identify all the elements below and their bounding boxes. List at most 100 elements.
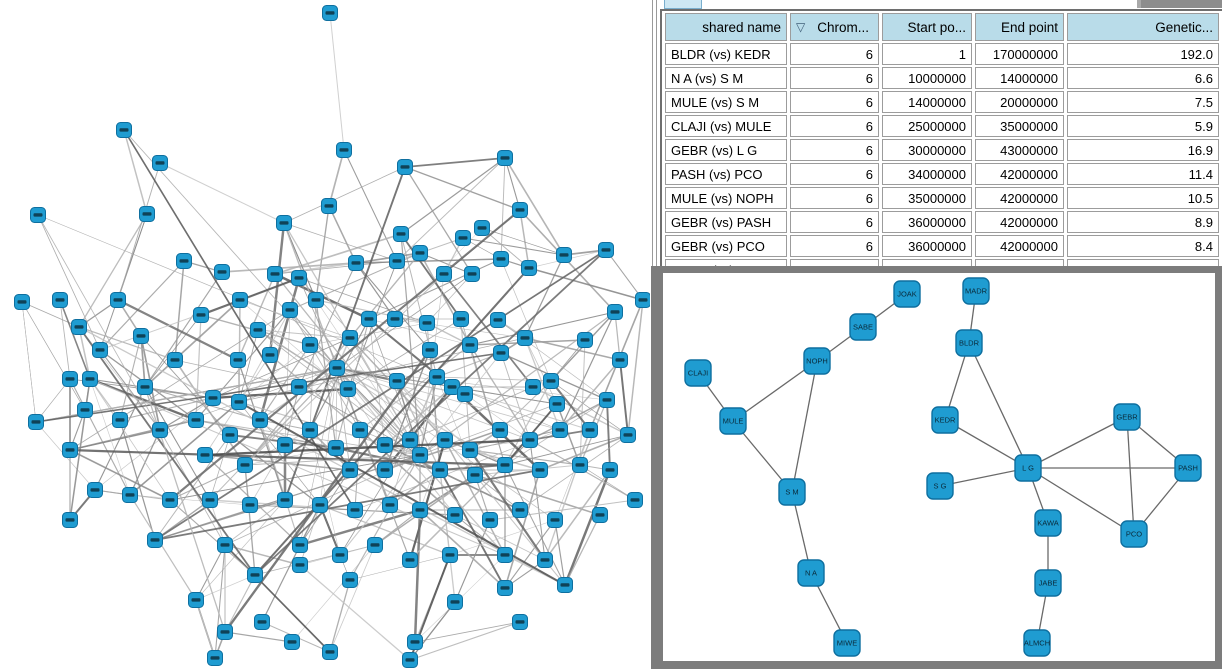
main-network-edge[interactable] bbox=[400, 233, 462, 320]
main-network-edge[interactable] bbox=[169, 464, 246, 501]
main-network-edge[interactable] bbox=[315, 299, 421, 456]
main-network-node[interactable] bbox=[52, 292, 68, 308]
main-network-edge[interactable] bbox=[544, 469, 611, 561]
main-network-edge[interactable] bbox=[563, 469, 612, 586]
main-network-edge[interactable] bbox=[339, 454, 421, 556]
main-network-svg[interactable] bbox=[0, 0, 650, 669]
subnetwork-edge[interactable] bbox=[1027, 416, 1128, 469]
main-network-node[interactable] bbox=[62, 512, 78, 528]
table-cell[interactable]: 14000000 bbox=[975, 67, 1064, 89]
main-network-node[interactable] bbox=[322, 644, 338, 660]
main-network-node[interactable] bbox=[389, 373, 405, 389]
main-network-edge[interactable] bbox=[500, 352, 531, 441]
table-cell[interactable]: CLAJI (vs) MULE bbox=[665, 115, 787, 137]
main-network-edge[interactable] bbox=[254, 267, 530, 576]
main-network-edge[interactable] bbox=[78, 326, 176, 361]
table-cell[interactable]: 34000000 bbox=[882, 163, 972, 185]
main-network-node[interactable] bbox=[419, 315, 435, 331]
table-cell[interactable]: GEBR (vs) PCO bbox=[665, 235, 787, 257]
table-cell[interactable]: 6 bbox=[790, 235, 879, 257]
main-network-edge[interactable] bbox=[144, 314, 202, 388]
subnetwork-node-madr[interactable]: MADR bbox=[962, 277, 990, 305]
main-network-edge[interactable] bbox=[224, 349, 431, 633]
main-network-node[interactable] bbox=[205, 390, 221, 406]
main-network-edge[interactable] bbox=[244, 447, 337, 466]
main-network-edge[interactable] bbox=[309, 299, 317, 431]
table-cell[interactable]: 42000000 bbox=[975, 187, 1064, 209]
main-network-edge[interactable] bbox=[238, 344, 311, 403]
table-row[interactable]: N A (vs) S M 6 10000000 14000000 6.6 bbox=[665, 67, 1219, 89]
main-network-node[interactable] bbox=[292, 557, 308, 573]
main-network-node[interactable] bbox=[302, 422, 318, 438]
main-network-node[interactable] bbox=[599, 392, 615, 408]
main-network-edge[interactable] bbox=[319, 504, 451, 556]
table-cell[interactable]: 11.4 bbox=[1067, 163, 1219, 185]
main-network-node[interactable] bbox=[112, 412, 128, 428]
table-row[interactable]: CLAJI (vs) MULE 6 25000000 35000000 5.9 bbox=[665, 115, 1219, 137]
main-network-node[interactable] bbox=[147, 532, 163, 548]
main-network-edge[interactable] bbox=[404, 157, 506, 168]
main-network-edge[interactable] bbox=[396, 380, 476, 476]
main-network-node[interactable] bbox=[412, 447, 428, 463]
subnetwork-node-joak[interactable]: JOAK bbox=[893, 280, 921, 308]
main-network-edge[interactable] bbox=[359, 344, 471, 431]
main-network-edge[interactable] bbox=[619, 359, 629, 436]
table-cell[interactable]: 6 bbox=[790, 259, 879, 266]
table-row[interactable]: GEBR (vs) PASH 6 36000000 42000000 8.9 bbox=[665, 211, 1219, 233]
main-network-node[interactable] bbox=[557, 577, 573, 593]
main-network-node[interactable] bbox=[543, 373, 559, 389]
main-network-node[interactable] bbox=[402, 652, 418, 668]
main-network-node[interactable] bbox=[464, 266, 480, 282]
main-network-edge[interactable] bbox=[257, 329, 421, 456]
main-network-node[interactable] bbox=[291, 270, 307, 286]
subnetwork-node-pash[interactable]: PASH bbox=[1174, 454, 1202, 482]
main-network-node[interactable] bbox=[321, 198, 337, 214]
main-network-edge[interactable] bbox=[469, 449, 546, 561]
main-network-edge[interactable] bbox=[144, 299, 241, 388]
main-network-edge[interactable] bbox=[469, 344, 531, 441]
table-cell[interactable]: 30000000 bbox=[882, 139, 972, 161]
main-network-edge[interactable] bbox=[559, 311, 616, 431]
main-network-node[interactable] bbox=[467, 467, 483, 483]
subnetwork-node-mule[interactable]: MULE bbox=[719, 407, 747, 435]
main-network-edge[interactable] bbox=[69, 449, 171, 501]
main-network-edge[interactable] bbox=[200, 277, 300, 316]
main-network-node[interactable] bbox=[277, 437, 293, 453]
main-network-edge[interactable] bbox=[259, 344, 311, 421]
table-row[interactable]: PASH (vs) PCO 6 34000000 42000000 11.4 bbox=[665, 163, 1219, 185]
main-network-node[interactable] bbox=[582, 422, 598, 438]
main-network-edge[interactable] bbox=[579, 339, 586, 466]
main-network-edge[interactable] bbox=[419, 352, 502, 456]
main-network-edge[interactable] bbox=[519, 434, 629, 511]
main-network-node[interactable] bbox=[152, 422, 168, 438]
main-network-edge[interactable] bbox=[328, 149, 345, 207]
main-network-node[interactable] bbox=[332, 547, 348, 563]
filter-funnel-icon[interactable]: ▽ bbox=[796, 19, 806, 34]
main-network-edge[interactable] bbox=[204, 454, 351, 471]
subnetwork-node-s-m[interactable]: S M bbox=[778, 478, 806, 506]
main-network-edge[interactable] bbox=[89, 378, 131, 496]
main-network-edge[interactable] bbox=[464, 393, 531, 441]
subnetwork-node-jabe[interactable]: JABE bbox=[1034, 569, 1062, 597]
main-network-node[interactable] bbox=[167, 352, 183, 368]
main-network-edge[interactable] bbox=[195, 314, 202, 421]
table-cell[interactable]: MULE (vs) S M bbox=[665, 91, 787, 113]
main-network-edge[interactable] bbox=[355, 252, 421, 264]
main-network-edge[interactable] bbox=[400, 157, 506, 235]
main-network-edge[interactable] bbox=[419, 376, 438, 456]
main-network-node[interactable] bbox=[512, 202, 528, 218]
main-network-edge[interactable] bbox=[500, 258, 552, 382]
table-cell[interactable]: N A (vs) S M bbox=[665, 67, 787, 89]
main-network-node[interactable] bbox=[237, 457, 253, 473]
main-network-node[interactable] bbox=[28, 414, 44, 430]
subnetwork-edge[interactable] bbox=[791, 360, 818, 493]
main-network-edge[interactable] bbox=[444, 439, 506, 556]
panel-divider[interactable] bbox=[652, 0, 657, 266]
table-cell[interactable]: GEBR (vs) L G bbox=[665, 139, 787, 161]
main-network-node[interactable] bbox=[437, 432, 453, 448]
main-network-edge[interactable] bbox=[123, 129, 148, 215]
main-network-edge[interactable] bbox=[99, 260, 185, 351]
main-network-node[interactable] bbox=[377, 437, 393, 453]
main-network-node[interactable] bbox=[436, 266, 452, 282]
main-network-edge[interactable] bbox=[238, 329, 259, 403]
